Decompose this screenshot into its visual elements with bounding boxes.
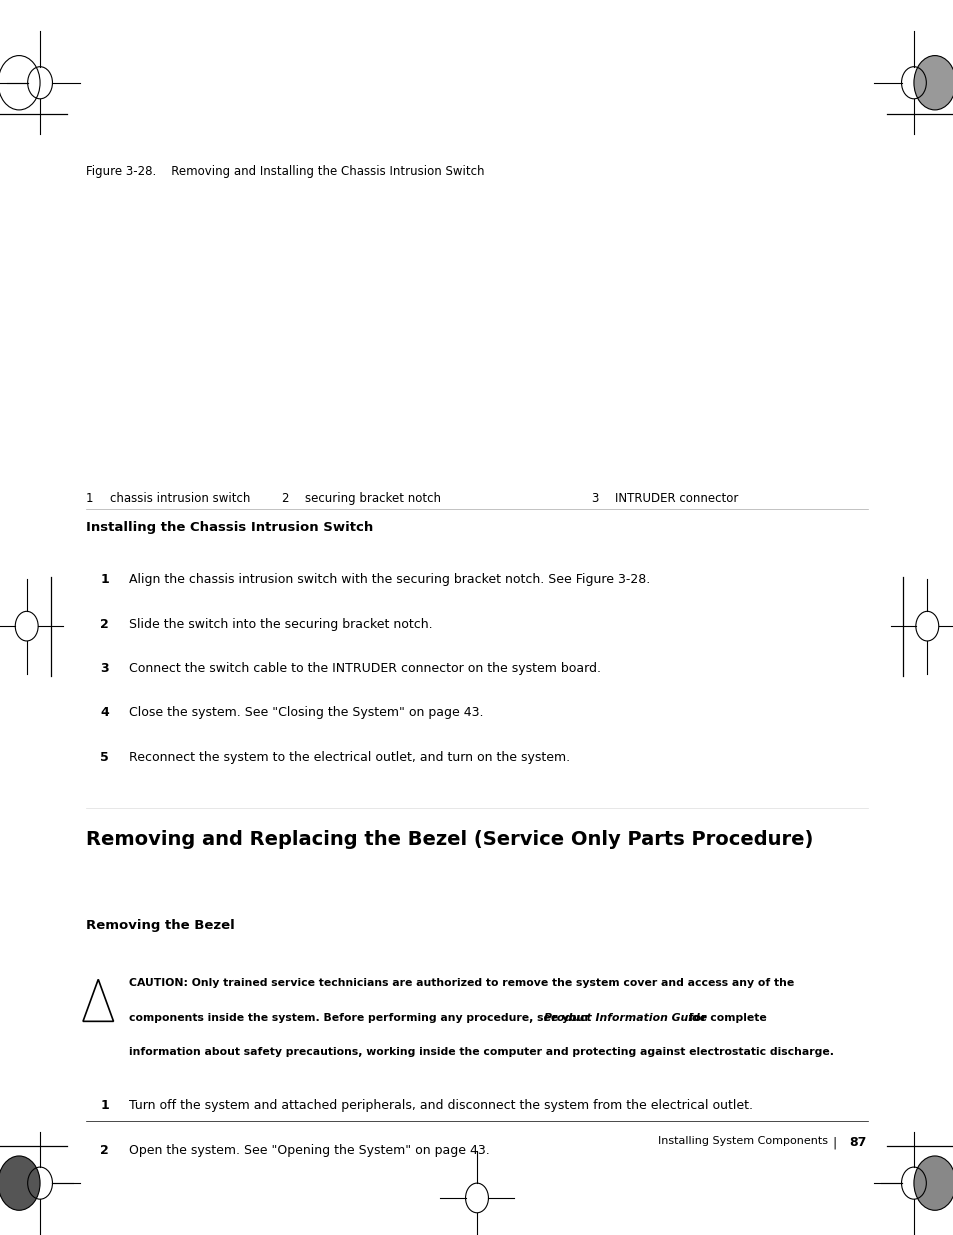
Text: chassis intrusion switch: chassis intrusion switch xyxy=(110,492,250,505)
Text: securing bracket notch: securing bracket notch xyxy=(305,492,441,505)
Text: Close the system. See "Closing the System" on page 43.: Close the system. See "Closing the Syste… xyxy=(129,706,483,720)
Text: 3: 3 xyxy=(591,492,598,505)
Text: 5: 5 xyxy=(100,751,109,764)
Text: Figure 3-28.    Removing and Installing the Chassis Intrusion Switch: Figure 3-28. Removing and Installing the… xyxy=(86,165,484,179)
Text: Reconnect the system to the electrical outlet, and turn on the system.: Reconnect the system to the electrical o… xyxy=(129,751,569,764)
Circle shape xyxy=(913,56,953,110)
Polygon shape xyxy=(83,979,113,1021)
Text: Turn off the system and attached peripherals, and disconnect the system from the: Turn off the system and attached periphe… xyxy=(129,1099,752,1113)
Text: Connect the switch cable to the INTRUDER connector on the system board.: Connect the switch cable to the INTRUDER… xyxy=(129,662,600,676)
Text: Align the chassis intrusion switch with the securing bracket notch. See Figure 3: Align the chassis intrusion switch with … xyxy=(129,573,649,587)
Text: INTRUDER connector: INTRUDER connector xyxy=(615,492,738,505)
Text: 87: 87 xyxy=(848,1136,865,1150)
Text: Removing the Bezel: Removing the Bezel xyxy=(86,919,234,932)
Text: 4: 4 xyxy=(100,706,109,720)
Text: 2: 2 xyxy=(100,1144,109,1157)
Text: Open the system. See "Opening the System" on page 43.: Open the system. See "Opening the System… xyxy=(129,1144,489,1157)
Text: !: ! xyxy=(95,1000,101,1010)
Text: 2: 2 xyxy=(281,492,289,505)
Text: Removing and Replacing the Bezel (Service Only Parts Procedure): Removing and Replacing the Bezel (Servic… xyxy=(86,830,812,848)
Text: Installing System Components: Installing System Components xyxy=(658,1136,827,1146)
Circle shape xyxy=(913,1156,953,1210)
Text: components inside the system. Before performing any procedure, see your: components inside the system. Before per… xyxy=(129,1013,593,1023)
Text: for complete: for complete xyxy=(684,1013,766,1023)
Text: CAUTION: Only trained service technicians are authorized to remove the system co: CAUTION: Only trained service technician… xyxy=(129,978,793,988)
Text: |: | xyxy=(832,1136,836,1150)
Text: 1: 1 xyxy=(86,492,93,505)
Text: 3: 3 xyxy=(100,662,109,676)
Text: information about safety precautions, working inside the computer and protecting: information about safety precautions, wo… xyxy=(129,1047,833,1057)
Text: Installing the Chassis Intrusion Switch: Installing the Chassis Intrusion Switch xyxy=(86,521,373,535)
Circle shape xyxy=(0,1156,40,1210)
Text: 1: 1 xyxy=(100,573,109,587)
Text: Slide the switch into the securing bracket notch.: Slide the switch into the securing brack… xyxy=(129,618,432,631)
Text: 2: 2 xyxy=(100,618,109,631)
Text: Product Information Guide: Product Information Guide xyxy=(543,1013,706,1023)
Text: 1: 1 xyxy=(100,1099,109,1113)
